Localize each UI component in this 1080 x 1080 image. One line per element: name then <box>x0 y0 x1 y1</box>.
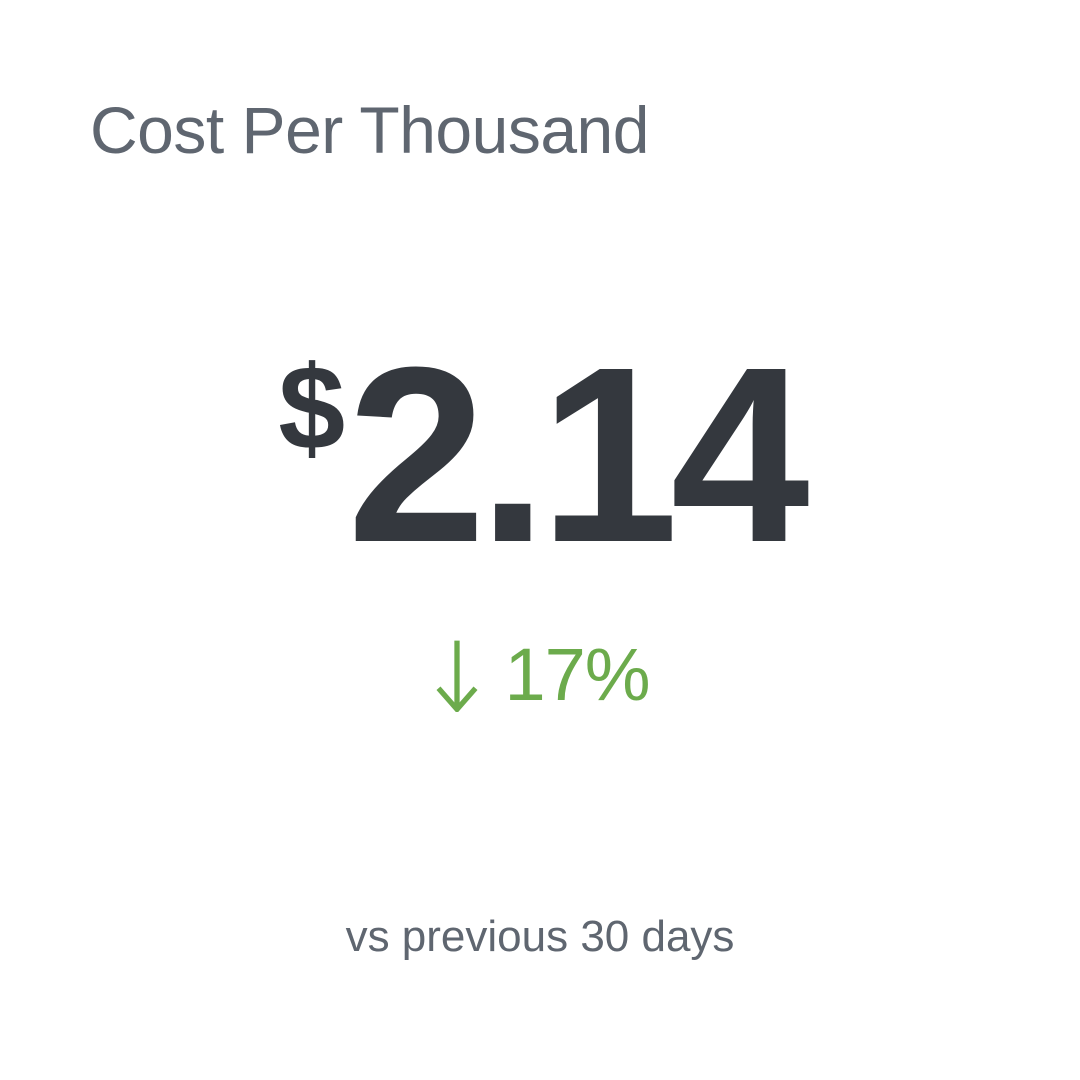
comparison-label: vs previous 30 days <box>0 912 1080 962</box>
metric-value: 2.14 <box>347 330 802 580</box>
delta-value: 17% <box>504 632 649 717</box>
metric-block: $ 2.14 17% <box>0 330 1080 717</box>
card-title: Cost Per Thousand <box>90 92 649 168</box>
delta-row: 17% <box>0 632 1080 717</box>
kpi-card: Cost Per Thousand $ 2.14 17% vs previous… <box>0 0 1080 1080</box>
currency-symbol: $ <box>278 348 343 468</box>
metric-value-row: $ 2.14 <box>278 330 801 580</box>
arrow-down-icon <box>430 638 484 712</box>
